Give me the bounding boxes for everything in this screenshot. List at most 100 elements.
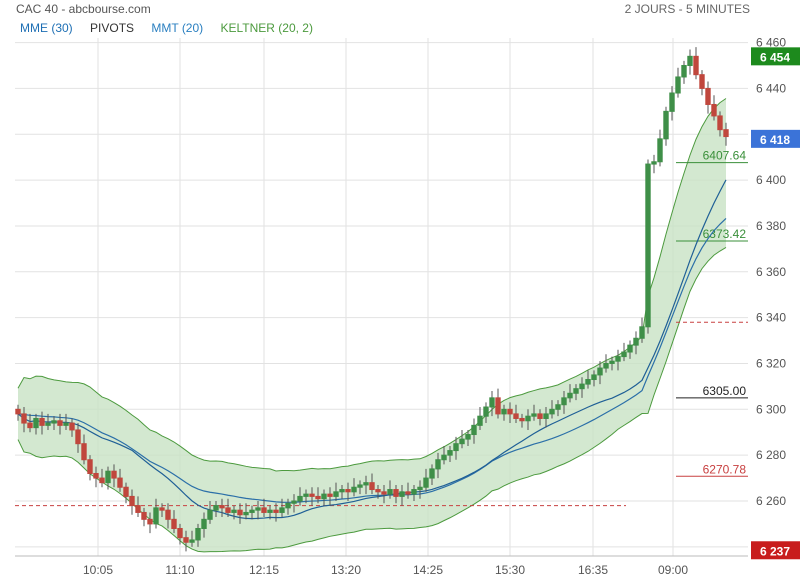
candle-body — [567, 392, 573, 399]
legend-pivots[interactable]: PIVOTS — [90, 21, 135, 35]
candle-body — [669, 92, 675, 112]
legend-mme[interactable]: MME (30) — [20, 21, 73, 35]
high-marker: 6 454 — [760, 50, 790, 64]
candle-body — [81, 443, 87, 461]
candle-body — [177, 527, 183, 539]
candle-body — [585, 379, 591, 385]
candle-body — [339, 489, 345, 493]
candle-body — [387, 489, 393, 495]
candle-body — [483, 406, 489, 417]
candle-body — [345, 489, 351, 493]
candle-body — [123, 486, 129, 497]
candle-body — [621, 351, 627, 358]
candle-body — [723, 129, 729, 138]
chart-header: CAC 40 - abcbourse.com 2 JOURS - 5 MINUT… — [0, 0, 800, 18]
candle-body — [435, 459, 441, 470]
chart-title: CAC 40 - abcbourse.com — [16, 2, 151, 16]
candle-body — [39, 417, 45, 426]
candle-body — [201, 518, 207, 529]
candle-body — [321, 493, 327, 500]
keltner-upper — [17, 98, 727, 472]
candle-body — [429, 468, 435, 479]
candle-body — [297, 495, 303, 502]
candle-body — [579, 383, 585, 390]
candle-body — [609, 360, 615, 364]
candle-body — [411, 489, 417, 495]
candle-body — [141, 511, 147, 520]
mme-line — [17, 218, 727, 503]
candle-body — [183, 537, 189, 543]
low-marker: 6 237 — [760, 544, 790, 558]
candle-body — [405, 491, 411, 495]
candle-body — [357, 484, 363, 488]
candle-body — [33, 417, 39, 429]
candle-body — [603, 362, 609, 369]
candle-body — [489, 397, 495, 408]
y-tick-label: 6 280 — [756, 448, 786, 462]
candle-body — [513, 413, 519, 419]
last-price-marker: 6 418 — [760, 133, 790, 147]
x-tick-label: 10:05 — [83, 563, 113, 577]
candle-body — [327, 493, 333, 497]
high-marker-bg — [751, 47, 800, 66]
candle-body — [573, 388, 579, 394]
y-tick-label: 6 400 — [756, 173, 786, 187]
y-tick-label: 6 360 — [756, 265, 786, 279]
candle-body — [717, 115, 723, 131]
candle-body — [189, 539, 195, 543]
pivot-level-label: 6407.64 — [703, 149, 747, 163]
candle-body — [651, 161, 657, 165]
candle-body — [549, 408, 555, 415]
candle-body — [369, 482, 375, 491]
candle-body — [51, 420, 57, 424]
y-tick-label: 6 440 — [756, 81, 786, 95]
candle-body — [393, 489, 399, 497]
candle-body — [45, 422, 51, 426]
candle-body — [15, 408, 21, 415]
x-tick-label: 16:35 — [578, 563, 608, 577]
legend-keltner[interactable]: KELTNER (20, 2) — [220, 21, 313, 35]
y-tick-label: 6 460 — [756, 36, 786, 50]
candle-body — [333, 491, 339, 497]
candle-body — [363, 482, 369, 486]
candle-body — [273, 509, 279, 513]
low-marker-bg — [751, 541, 800, 560]
candle-body — [69, 422, 75, 431]
candle-body — [237, 509, 243, 516]
candle-body — [27, 422, 33, 429]
candle-body — [231, 509, 237, 513]
candle-body — [543, 413, 549, 419]
candle-body — [441, 454, 447, 461]
indicator-legend: MME (30) PIVOTS MMT (20) KELTNER (20, 2) — [20, 21, 327, 35]
candle-body — [63, 422, 69, 426]
y-tick-label: 6 300 — [756, 402, 786, 416]
candle-body — [87, 459, 93, 474]
x-tick-label: 11:10 — [165, 563, 194, 577]
candle-body — [597, 367, 603, 376]
candle-body — [21, 413, 27, 424]
period-label[interactable]: 2 JOURS - 5 MINUTES — [624, 2, 750, 16]
pivot-level-label: 6305.00 — [703, 384, 747, 398]
candle-body — [423, 477, 429, 488]
candle-body — [105, 470, 111, 484]
candle-body — [261, 507, 267, 513]
candle-body — [351, 486, 357, 493]
candle-body — [501, 408, 507, 415]
candle-body — [477, 415, 483, 426]
y-tick-label: 6 380 — [756, 219, 786, 233]
candle-body — [171, 518, 177, 529]
candle-body — [633, 337, 639, 346]
candle-body — [645, 163, 651, 328]
candle-body — [117, 477, 123, 488]
candle-body — [627, 344, 633, 353]
candle-body — [93, 472, 99, 479]
candle-body — [453, 443, 459, 452]
legend-mmt[interactable]: MMT (20) — [151, 21, 204, 35]
candle-body — [309, 493, 315, 497]
candle-body — [507, 408, 513, 415]
candle-body — [399, 491, 405, 497]
candle-body — [147, 518, 153, 525]
candle-body — [285, 502, 291, 509]
candle-body — [111, 470, 117, 479]
